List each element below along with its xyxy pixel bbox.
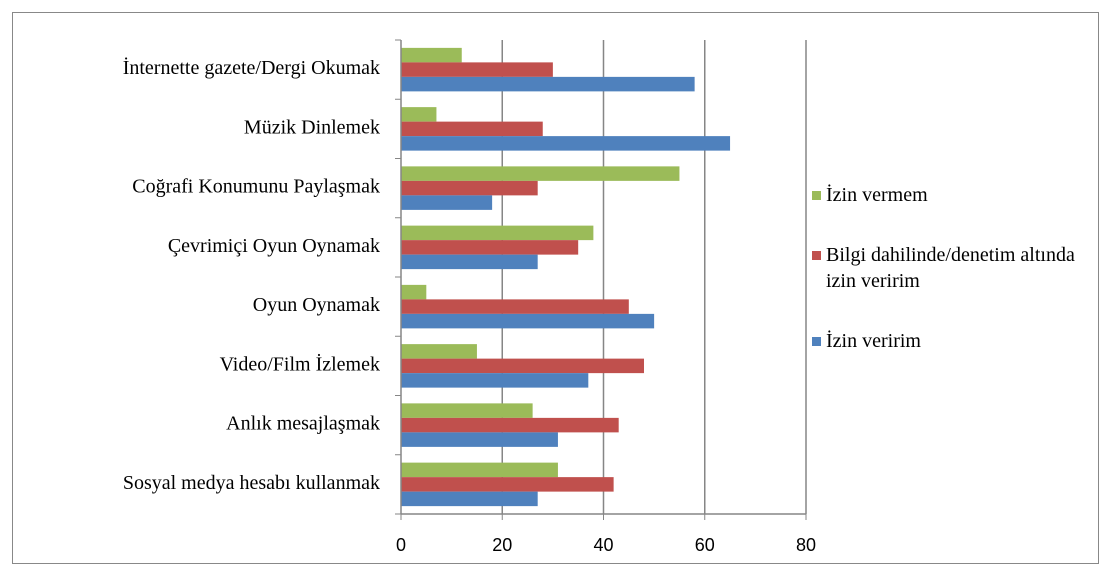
y-tick-label: Coğrafi Konumunu Paylaşmak <box>132 176 380 198</box>
y-tick-label: Sosyal medya hesabı kullanmak <box>123 472 380 494</box>
bar <box>401 477 614 492</box>
bar <box>401 121 543 137</box>
x-tick-label: 0 <box>396 535 406 555</box>
bar <box>401 299 629 314</box>
bar <box>401 417 619 433</box>
x-tick-label: 40 <box>593 535 613 555</box>
bar <box>401 195 493 210</box>
bar <box>401 284 427 300</box>
y-tick-label: İnternette gazete/Dergi Okumak <box>123 56 380 79</box>
legend-entry: İzin vermem <box>812 182 1092 208</box>
bar <box>401 344 477 359</box>
bar <box>401 166 680 181</box>
legend-swatch <box>812 337 821 346</box>
legend-entry: İzin veririm <box>812 328 1092 354</box>
bar <box>401 462 558 478</box>
bar <box>401 47 462 63</box>
bar <box>401 373 589 388</box>
legend-swatch <box>812 191 821 200</box>
bar <box>401 254 538 270</box>
legend-label: Bilgi dahilinde/denetim altında izin ver… <box>826 244 1075 292</box>
bar <box>401 62 553 77</box>
legend-label: İzin vermem <box>826 184 928 206</box>
y-tick-label: Müzik Dinlemek <box>244 116 380 138</box>
bar <box>401 358 644 374</box>
bar <box>401 403 533 418</box>
chart-border <box>12 12 1099 564</box>
y-tick-label: Anlık mesajlaşmak <box>226 413 380 435</box>
bar <box>401 136 731 151</box>
y-tick-label: Çevrimiçi Oyun Oynamak <box>168 235 380 257</box>
y-tick-label: Oyun Oynamak <box>253 294 380 316</box>
bar <box>401 313 655 329</box>
bar <box>401 76 695 92</box>
y-tick-label: Video/Film İzlemek <box>220 352 380 375</box>
legend-swatch <box>812 251 821 260</box>
x-tick-label: 80 <box>796 535 816 555</box>
bar <box>401 225 594 241</box>
x-tick-label: 20 <box>492 535 512 555</box>
legend-entry: Bilgi dahilinde/denetim altında izin ver… <box>812 242 1092 294</box>
bar <box>401 491 538 507</box>
bar <box>401 107 437 122</box>
legend: İzin vermem Bilgi dahilinde/denetim altın… <box>812 182 1092 388</box>
bar <box>401 432 558 447</box>
legend-label: İzin veririm <box>826 330 921 352</box>
bar <box>401 240 579 255</box>
x-tick-label: 60 <box>695 535 715 555</box>
bar <box>401 180 538 196</box>
